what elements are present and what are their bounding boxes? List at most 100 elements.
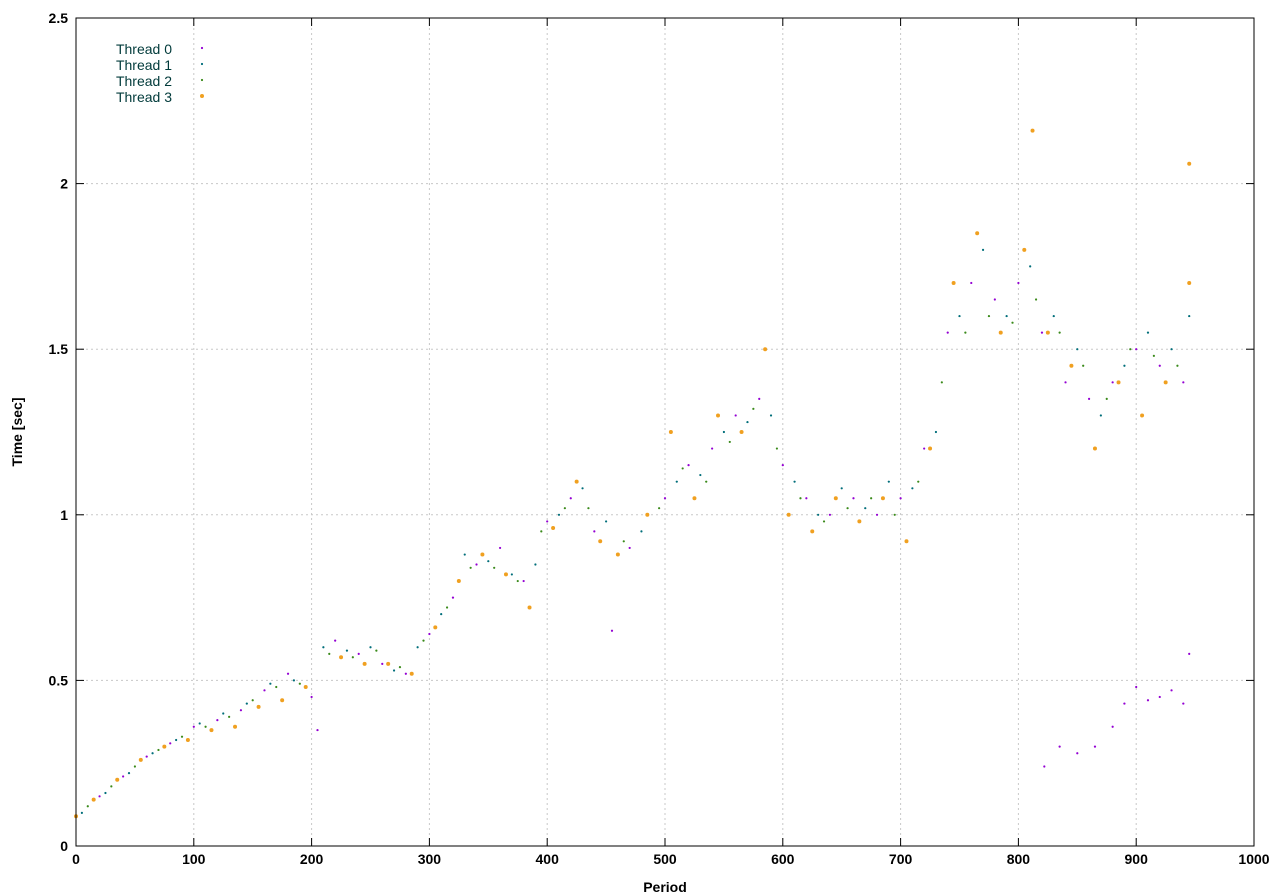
data-point [1170,348,1173,351]
data-point [445,606,449,609]
data-point [275,685,278,689]
data-point [369,646,372,649]
data-point [610,629,614,632]
data-point [469,566,472,569]
legend-label: Thread 2 [116,73,172,89]
data-point [852,497,855,500]
data-point [587,507,590,510]
data-point [775,447,779,450]
data-point [675,480,678,483]
data-point [622,540,625,543]
y-tick-label: 0 [60,838,68,854]
data-point [904,539,909,544]
data-point [216,719,219,722]
data-point [769,414,773,417]
y-tick-label: 2 [60,176,68,192]
data-point [923,447,926,450]
data-point [516,579,519,583]
data-point [911,487,914,490]
data-point [1022,247,1027,252]
data-point [763,347,768,352]
data-point [1099,414,1102,417]
y-axis-title: Time [sec] [9,398,25,467]
data-point [527,605,532,610]
data-point [1076,752,1079,755]
data-point [534,563,537,566]
data-point [1052,314,1055,318]
data-point [540,530,543,533]
data-point [1030,128,1035,133]
data-point [970,281,973,285]
data-point [263,689,266,692]
data-point [875,513,879,516]
data-point [752,407,755,410]
x-tick-labels: 0 100 200 300 400 500 600 700 800 900 1000 [72,851,1270,867]
data-point [409,671,414,676]
data-point [864,507,867,510]
data-point [375,649,378,652]
data-point [428,632,431,636]
y-tick-labels: 0 0.5 1 1.5 2 2.5 [49,10,69,854]
data-point [357,652,360,656]
data-point [98,795,101,798]
data-point [615,552,620,557]
data-point [1140,413,1145,418]
data-point [180,735,184,738]
data-point [228,715,231,718]
x-tick-label: 700 [889,851,913,867]
data-point [1093,745,1097,748]
data-point [1034,298,1038,301]
data-point [1111,381,1114,384]
data-point [192,725,195,728]
data-point [1123,702,1126,705]
data-point [381,662,384,665]
data-point [574,479,579,484]
data-point [711,447,714,450]
data-point [233,724,238,729]
data-point [204,725,207,728]
data-point [563,507,566,510]
data-point [480,552,485,557]
x-tick-label: 200 [300,851,324,867]
data-point [628,546,631,550]
data-point [145,755,148,758]
data-point [975,231,980,236]
data-point [1170,689,1173,692]
data-point [122,775,125,778]
series-0 [74,281,1191,818]
y-tick-label: 0.5 [49,672,69,688]
data-point [1105,397,1108,400]
data-point [1058,331,1061,334]
data-point [799,497,802,500]
data-point [392,669,396,672]
data-point [605,520,608,523]
series-1 [80,248,1191,814]
legend-marker [200,46,204,50]
data-point [498,546,502,550]
data-point [339,655,344,660]
data-point [86,805,89,808]
x-tick-label: 800 [1007,851,1031,867]
data-point [993,298,996,301]
x-tick-label: 0 [72,851,80,867]
data-point [1082,364,1085,367]
data-point [728,440,731,444]
data-point [846,507,849,510]
data-point [138,757,143,762]
data-point [151,752,154,755]
legend-label: Thread 3 [116,89,172,105]
data-point [351,656,354,659]
data-point [1129,348,1132,351]
data-point [1182,702,1185,705]
data-point [1045,330,1050,335]
data-point [981,248,985,251]
data-point [1123,364,1126,367]
data-point [687,464,690,467]
series-2 [86,298,1179,808]
data-point [345,649,349,652]
axis-ticks [75,17,1255,847]
data-point [958,314,961,318]
